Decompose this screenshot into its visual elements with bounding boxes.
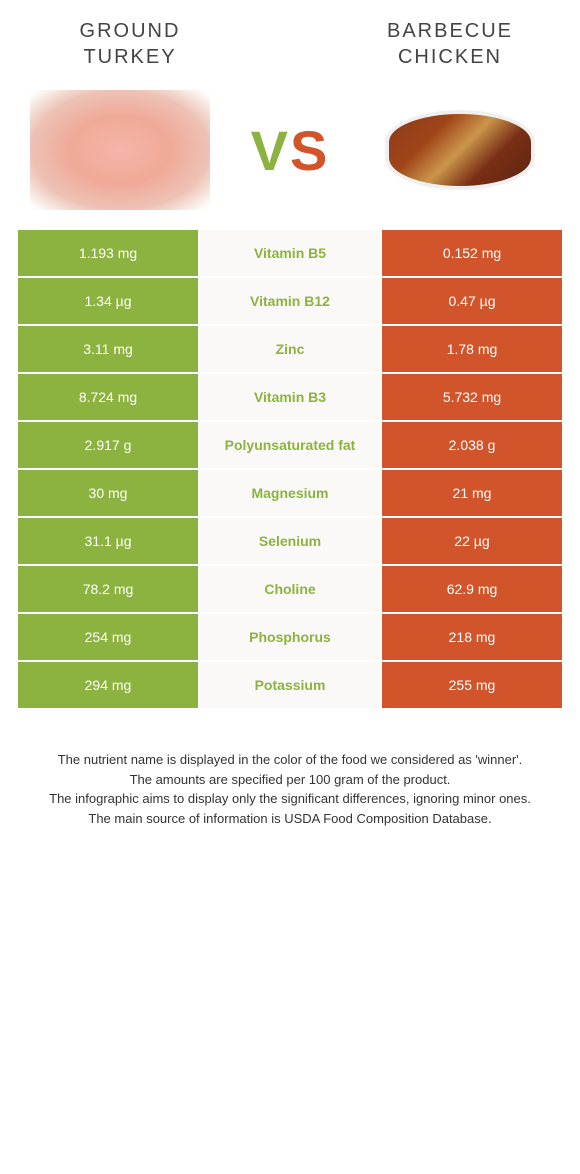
nutrient-name-cell: Potassium xyxy=(200,662,380,710)
right-value-cell: 21 mg xyxy=(380,470,562,518)
bbq-plate-icon xyxy=(385,110,535,190)
vs-s: S xyxy=(290,119,329,182)
table-row: 1.34 µgVitamin B120.47 µg xyxy=(18,278,562,326)
left-value-cell: 3.11 mg xyxy=(18,326,200,374)
header: GROUND TURKEY BARBECUE CHICKEN xyxy=(0,0,580,80)
right-value-cell: 255 mg xyxy=(380,662,562,710)
table-row: 78.2 mgCholine62.9 mg xyxy=(18,566,562,614)
left-value-cell: 1.34 µg xyxy=(18,278,200,326)
left-value-cell: 30 mg xyxy=(18,470,200,518)
nutrient-name-cell: Zinc xyxy=(200,326,380,374)
right-value-cell: 0.152 mg xyxy=(380,230,562,278)
right-value-cell: 2.038 g xyxy=(380,422,562,470)
left-value-cell: 1.193 mg xyxy=(18,230,200,278)
left-value-cell: 294 mg xyxy=(18,662,200,710)
nutrient-name-cell: Vitamin B5 xyxy=(200,230,380,278)
right-value-cell: 0.47 µg xyxy=(380,278,562,326)
table-row: 294 mgPotassium255 mg xyxy=(18,662,562,710)
left-food-title: GROUND TURKEY xyxy=(30,18,230,70)
right-food-image xyxy=(370,90,550,210)
right-value-cell: 22 µg xyxy=(380,518,562,566)
table-row: 8.724 mgVitamin B35.732 mg xyxy=(18,374,562,422)
nutrient-name-cell: Vitamin B12 xyxy=(200,278,380,326)
left-value-cell: 78.2 mg xyxy=(18,566,200,614)
vs-row: VS xyxy=(0,80,580,230)
left-value-cell: 31.1 µg xyxy=(18,518,200,566)
footnote-line: The nutrient name is displayed in the co… xyxy=(35,750,545,770)
table-row: 2.917 gPolyunsaturated fat2.038 g xyxy=(18,422,562,470)
left-value-cell: 2.917 g xyxy=(18,422,200,470)
vs-label: VS xyxy=(251,118,330,183)
right-value-cell: 62.9 mg xyxy=(380,566,562,614)
table-row: 30 mgMagnesium21 mg xyxy=(18,470,562,518)
footnote-line: The infographic aims to display only the… xyxy=(35,789,545,809)
footnotes: The nutrient name is displayed in the co… xyxy=(0,710,580,858)
left-value-cell: 8.724 mg xyxy=(18,374,200,422)
nutrient-name-cell: Choline xyxy=(200,566,380,614)
vs-v: V xyxy=(251,119,290,182)
footnote-line: The amounts are specified per 100 gram o… xyxy=(35,770,545,790)
table-row: 3.11 mgZinc1.78 mg xyxy=(18,326,562,374)
nutrient-name-cell: Polyunsaturated fat xyxy=(200,422,380,470)
nutrient-name-cell: Magnesium xyxy=(200,470,380,518)
table-row: 31.1 µgSelenium22 µg xyxy=(18,518,562,566)
nutrient-name-cell: Vitamin B3 xyxy=(200,374,380,422)
nutrient-table: 1.193 mgVitamin B50.152 mg1.34 µgVitamin… xyxy=(18,230,562,710)
left-value-cell: 254 mg xyxy=(18,614,200,662)
table-row: 1.193 mgVitamin B50.152 mg xyxy=(18,230,562,278)
right-value-cell: 218 mg xyxy=(380,614,562,662)
right-value-cell: 5.732 mg xyxy=(380,374,562,422)
right-value-cell: 1.78 mg xyxy=(380,326,562,374)
table-row: 254 mgPhosphorus218 mg xyxy=(18,614,562,662)
nutrient-name-cell: Selenium xyxy=(200,518,380,566)
left-food-image xyxy=(30,90,210,210)
nutrient-name-cell: Phosphorus xyxy=(200,614,380,662)
footnote-line: The main source of information is USDA F… xyxy=(35,809,545,829)
right-food-title: BARBECUE CHICKEN xyxy=(350,18,550,70)
